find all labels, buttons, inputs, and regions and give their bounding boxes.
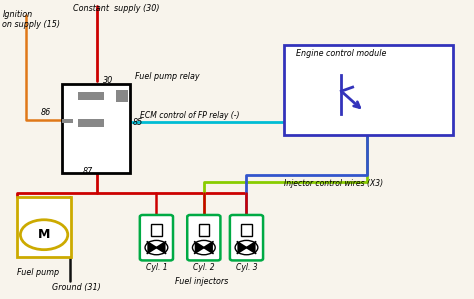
- Text: Ignition
on supply (15): Ignition on supply (15): [2, 10, 60, 29]
- Text: 30: 30: [103, 76, 114, 85]
- Text: Constant  supply (30): Constant supply (30): [73, 4, 160, 13]
- Text: Fuel pump relay: Fuel pump relay: [135, 72, 200, 81]
- Polygon shape: [204, 242, 213, 253]
- Bar: [17, 197, 71, 257]
- Polygon shape: [147, 242, 156, 253]
- Bar: [78, 92, 104, 100]
- Text: ECM control of FP relay (-): ECM control of FP relay (-): [140, 111, 239, 120]
- Bar: [116, 90, 128, 102]
- Text: Cyl. 1: Cyl. 1: [146, 263, 167, 272]
- Text: M: M: [38, 228, 50, 241]
- Text: Ground (31): Ground (31): [52, 283, 101, 292]
- Text: 86: 86: [40, 108, 51, 117]
- Text: Cyl. 3: Cyl. 3: [236, 263, 257, 272]
- Polygon shape: [237, 242, 246, 253]
- Text: 85: 85: [133, 118, 143, 127]
- Text: Cyl. 2: Cyl. 2: [193, 263, 215, 272]
- Polygon shape: [246, 242, 255, 253]
- Text: Engine control module: Engine control module: [296, 49, 387, 58]
- Text: 87: 87: [83, 167, 93, 176]
- Bar: [284, 45, 453, 135]
- FancyBboxPatch shape: [140, 215, 173, 260]
- Bar: [151, 224, 162, 236]
- Bar: [241, 224, 252, 236]
- Polygon shape: [195, 242, 204, 253]
- Bar: [78, 119, 104, 127]
- FancyBboxPatch shape: [230, 215, 263, 260]
- Text: Injector control wires (X3): Injector control wires (X3): [284, 179, 383, 188]
- Text: Fuel pump: Fuel pump: [17, 268, 59, 277]
- Bar: [62, 84, 130, 173]
- Bar: [62, 119, 73, 123]
- Polygon shape: [156, 242, 165, 253]
- Bar: [199, 224, 209, 236]
- FancyBboxPatch shape: [187, 215, 220, 260]
- Text: Fuel injectors: Fuel injectors: [175, 277, 228, 286]
